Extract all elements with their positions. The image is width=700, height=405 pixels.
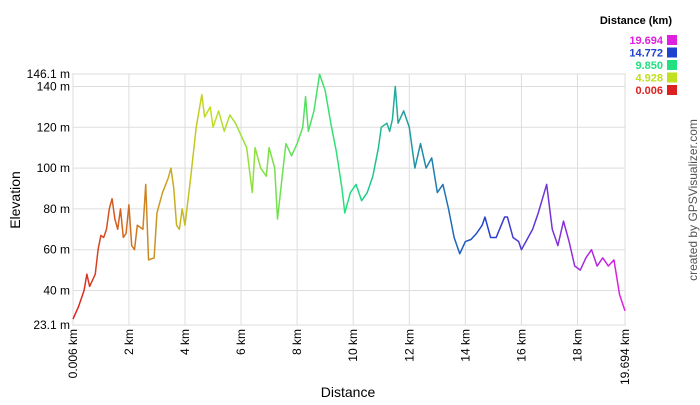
x-tick-label: 18 km	[571, 329, 585, 362]
x-tick-label: 8 km	[290, 329, 304, 355]
x-tick-label: 4 km	[178, 329, 192, 355]
legend-title: Distance (km)	[600, 15, 672, 27]
legend-label: 19.694	[629, 35, 664, 47]
y-axis-title: Elevation	[7, 171, 23, 229]
y-tick-label: 23.1 m	[33, 318, 70, 332]
legend-swatch	[667, 60, 677, 70]
y-tick-label: 140 m	[37, 79, 70, 93]
legend-swatch	[667, 35, 677, 45]
legend-label: 4.928	[635, 73, 663, 85]
y-tick-label: 80 m	[43, 202, 70, 216]
y-tick-label: 60 m	[43, 243, 70, 257]
elevation-line	[72, 73, 626, 320]
y-tick-label: 40 m	[43, 284, 70, 298]
x-tick-label: 16 km	[514, 329, 528, 362]
x-tick-label: 12 km	[402, 329, 416, 362]
y-tick-label: 146.1 m	[27, 67, 70, 81]
legend-label: 0.006	[635, 85, 663, 97]
y-tick-label: 120 m	[37, 120, 70, 134]
legend-swatch	[667, 47, 677, 58]
legend-swatch	[667, 85, 677, 95]
x-tick-label: 2 km	[122, 329, 136, 355]
x-tick-label: 0.006 km	[66, 329, 80, 378]
x-axis-title: Distance	[321, 384, 376, 400]
credit: created by GPSVisualizer.com	[686, 119, 700, 281]
x-tick-label: 6 km	[234, 329, 248, 355]
x-tick-label: 19.694 km	[618, 329, 632, 385]
legend-label: 9.850	[635, 60, 663, 72]
y-tick-label: 100 m	[37, 161, 70, 175]
x-tick-label: 10 km	[346, 329, 360, 362]
legend-swatch	[667, 72, 677, 83]
legend-label: 14.772	[629, 48, 663, 60]
x-tick-label: 14 km	[458, 329, 472, 362]
